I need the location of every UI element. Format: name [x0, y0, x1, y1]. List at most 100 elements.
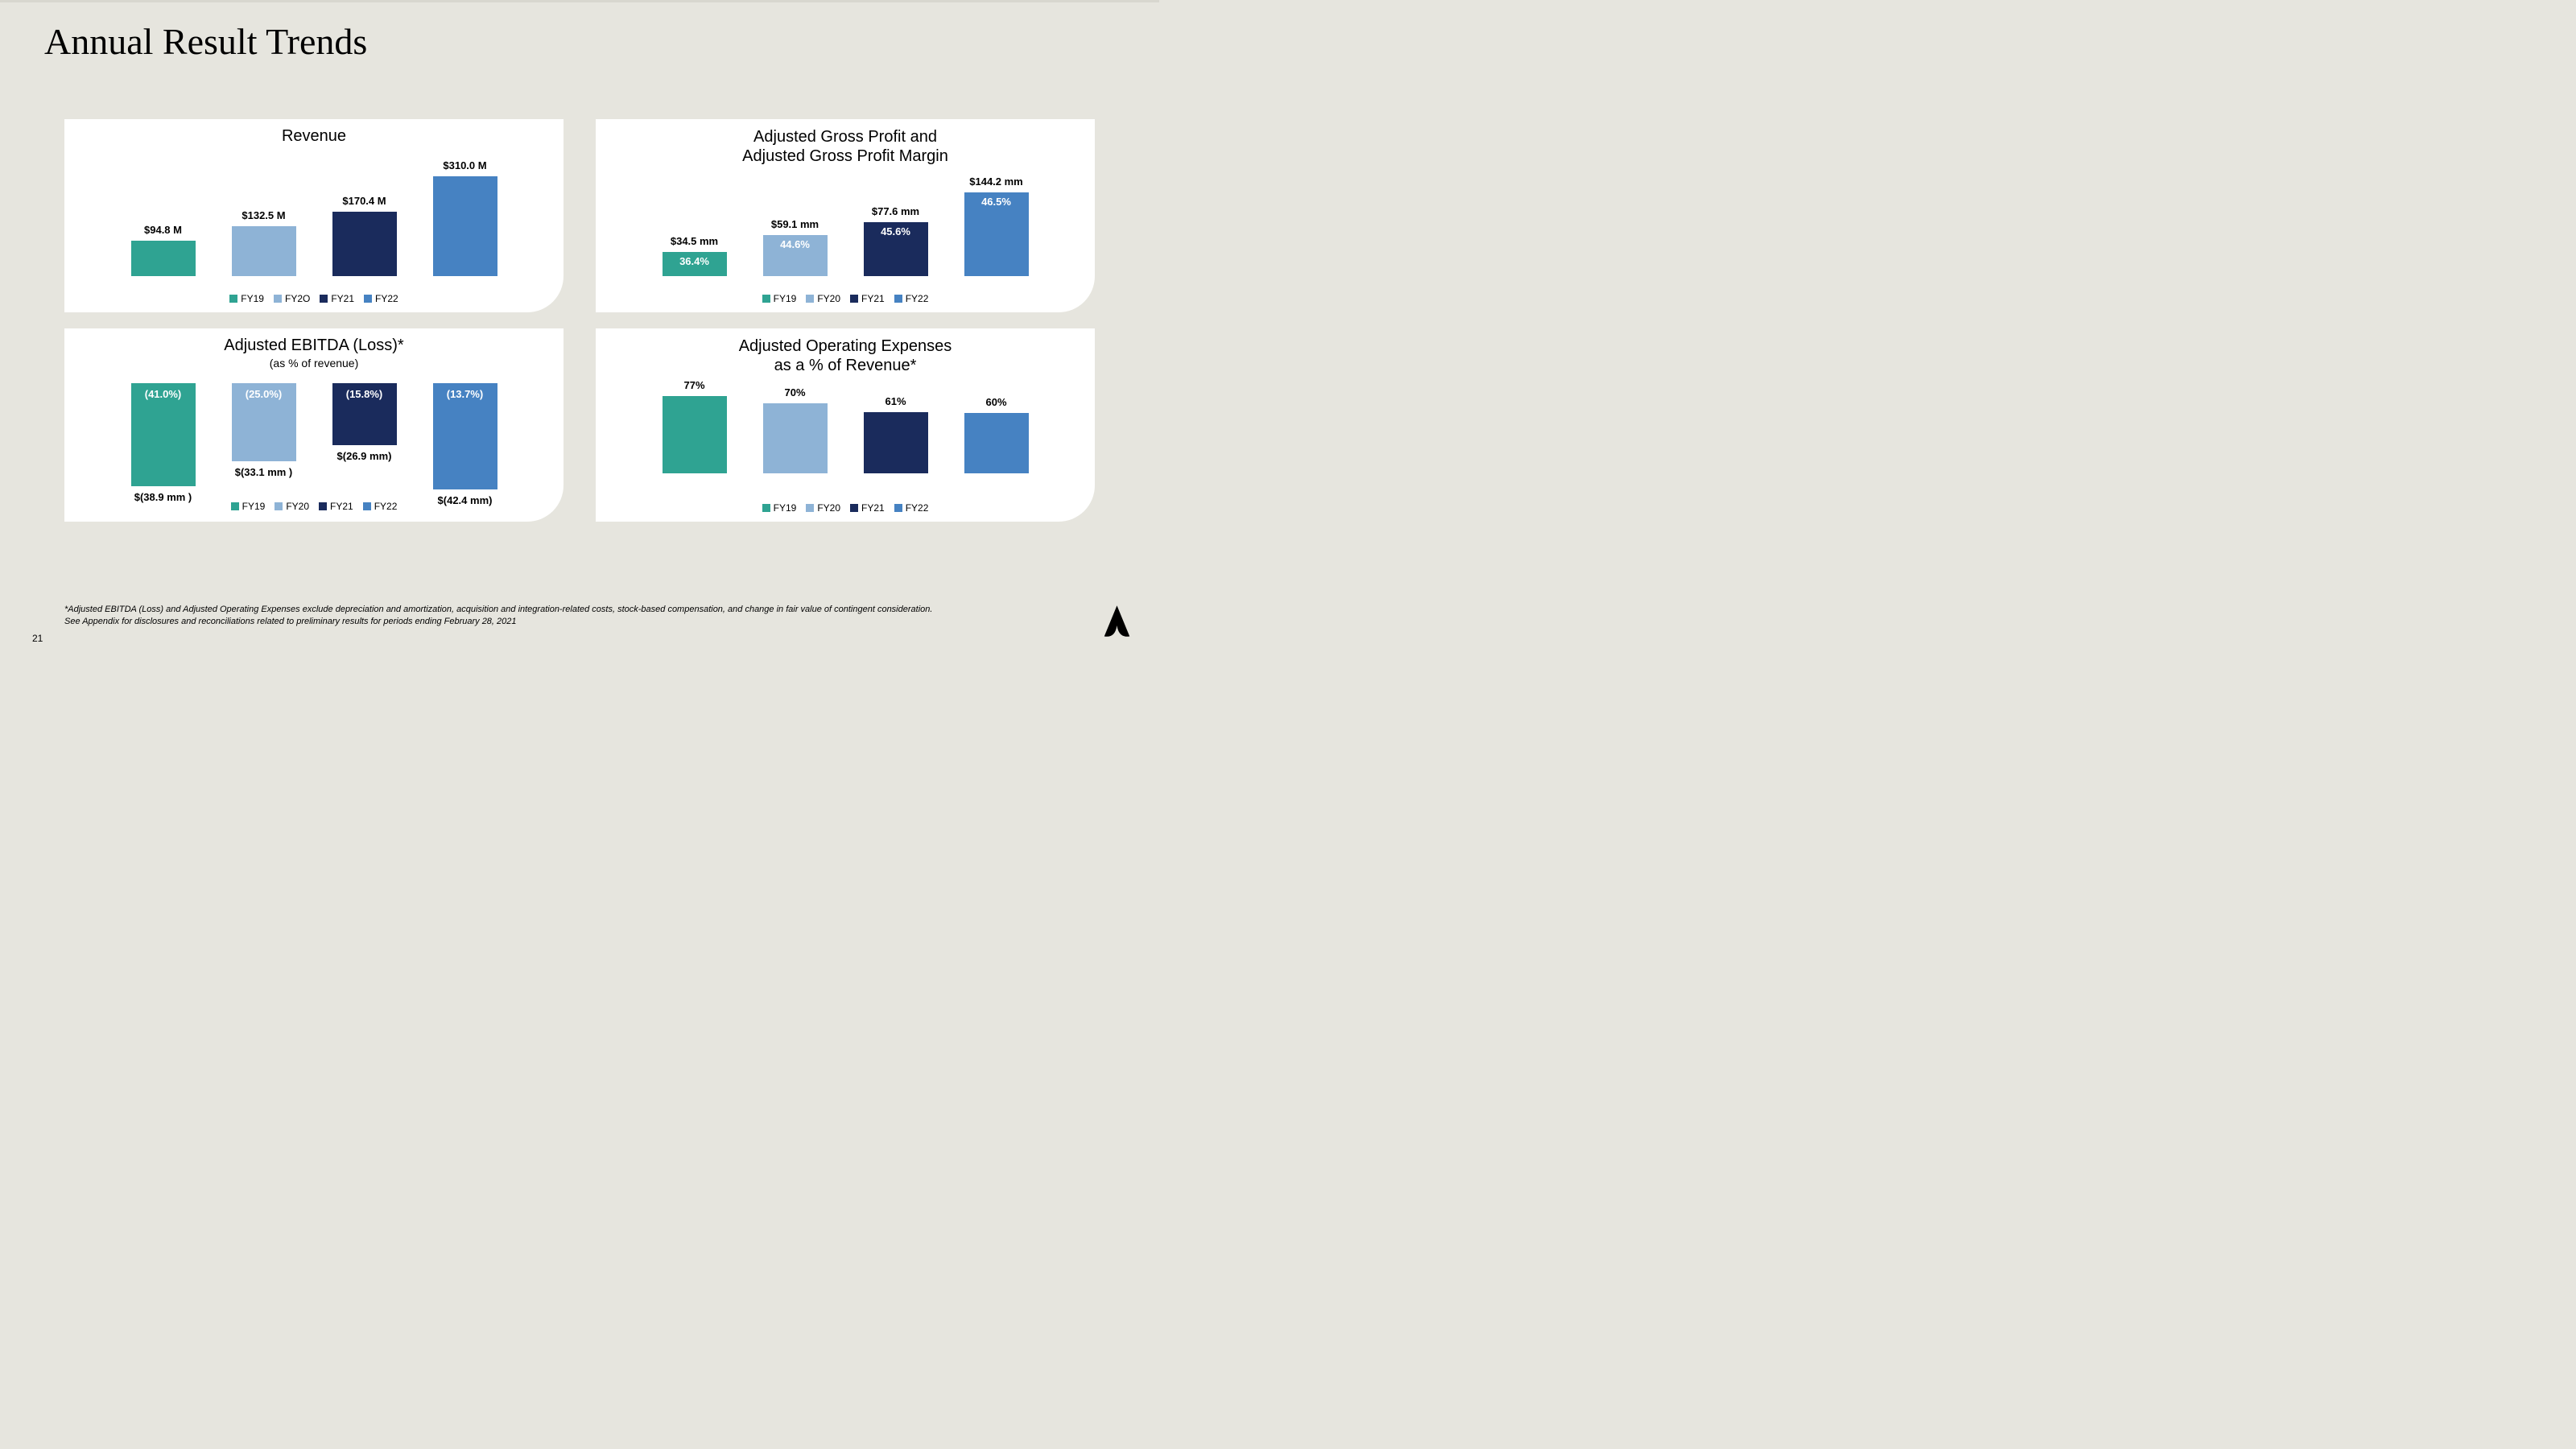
- bar-bottom-label: $(26.9 mm): [314, 450, 415, 462]
- bar-value-label: 61%: [885, 395, 906, 407]
- bar-slot: $170.4 M: [314, 159, 415, 276]
- bar-value-label: $34.5 mm: [671, 235, 718, 247]
- legend-item: FY19: [231, 501, 266, 512]
- bar-inner-label: (41.0%): [131, 388, 196, 400]
- panel-opex-title-l1: Adjusted Operating Expenses: [739, 337, 952, 355]
- bar: (25.0%): [232, 383, 296, 461]
- legend-swatch: [275, 502, 283, 510]
- legend-label: FY22: [906, 502, 929, 514]
- bar-value-label: 60%: [985, 396, 1006, 408]
- legend-item: FY19: [762, 293, 797, 304]
- bar-slot: (15.8%) $(26.9 mm): [314, 383, 415, 489]
- legend-label: FY21: [330, 501, 353, 512]
- bar: (13.7%): [433, 383, 497, 489]
- bar: 45.6%: [864, 222, 928, 276]
- bar-value-label: $94.8 M: [144, 224, 182, 236]
- panel-ebitda-sub: (as % of revenue): [64, 357, 564, 369]
- legend-swatch: [894, 504, 902, 512]
- legend-label: FY20: [817, 502, 840, 514]
- bar-slot: $94.8 M: [113, 159, 213, 276]
- footnote-2: See Appendix for disclosures and reconci…: [64, 616, 1095, 628]
- bar: 36.4%: [663, 252, 727, 276]
- bar-value-label: $77.6 mm: [872, 205, 919, 217]
- legend-label: FY21: [861, 293, 885, 304]
- bar-slot: (13.7%)$(42.4 mm): [415, 383, 515, 489]
- bar-slot: (41.0%)$(38.9 mm ): [113, 383, 213, 489]
- bar-slot: (25.0%) $(33.1 mm ): [213, 383, 314, 489]
- legend-label: FY22: [906, 293, 929, 304]
- bar: 46.5%: [964, 192, 1029, 276]
- bar-inner-label: 46.5%: [964, 196, 1029, 208]
- legend-item: FY22: [894, 293, 929, 304]
- bar-slot: 61%: [845, 373, 946, 473]
- panel-gross-profit: Adjusted Gross Profit and Adjusted Gross…: [596, 119, 1095, 312]
- bar-slot: $310.0 M: [415, 159, 515, 276]
- legend-item: FY2O: [274, 293, 310, 304]
- legend-label: FY21: [861, 502, 885, 514]
- panel-revenue-title: Revenue: [64, 119, 564, 146]
- legend-swatch: [319, 502, 327, 510]
- legend-label: FY19: [242, 501, 266, 512]
- bar-inner-label: 45.6%: [864, 225, 928, 237]
- legend-item: FY21: [850, 293, 885, 304]
- bar-slot: 60%: [946, 373, 1046, 473]
- legend-item: FY21: [850, 502, 885, 514]
- bar: [332, 212, 397, 276]
- panel-opex-title-l2: as a % of Revenue*: [774, 357, 917, 374]
- bar-inner-label: (25.0%): [232, 388, 296, 400]
- legend-swatch: [850, 295, 858, 303]
- panel-opex-title: Adjusted Operating Expenses as a % of Re…: [596, 328, 1095, 375]
- legend-item: FY22: [363, 501, 398, 512]
- bar-slot: $34.5 mm 36.4%: [644, 175, 745, 276]
- bar-slot: $132.5 M: [213, 159, 314, 276]
- bar-value-label: 77%: [683, 379, 704, 391]
- legend-label: FY21: [331, 293, 354, 304]
- legend-swatch: [363, 502, 371, 510]
- legend-label: FY2O: [285, 293, 310, 304]
- bar-value-label: $310.0 M: [443, 159, 486, 171]
- bar: 44.6%: [763, 235, 828, 276]
- legend-item: FY22: [364, 293, 398, 304]
- legend-item: FY22: [894, 502, 929, 514]
- bar-inner-label: (15.8%): [332, 388, 397, 400]
- legend-label: FY22: [374, 501, 398, 512]
- panel-gp-title-l1: Adjusted Gross Profit and: [753, 128, 937, 146]
- bar-slot: $59.1 mm 44.6%: [745, 175, 845, 276]
- page-title: Annual Result Trends: [44, 20, 367, 63]
- panel-revenue: Revenue $94.8 M$132.5 M$170.4 M$310.0 M …: [64, 119, 564, 312]
- legend-item: FY20: [806, 502, 840, 514]
- legend-item: FY19: [762, 502, 797, 514]
- legend-swatch: [762, 295, 770, 303]
- legend-item: FY19: [229, 293, 264, 304]
- legend-swatch: [229, 295, 237, 303]
- panel-gp-title: Adjusted Gross Profit and Adjusted Gross…: [596, 119, 1095, 166]
- bar-inner-label: 44.6%: [763, 238, 828, 250]
- panel-gp-title-l2: Adjusted Gross Profit Margin: [742, 147, 948, 165]
- bar-value-label: $170.4 M: [342, 195, 386, 207]
- legend-swatch: [762, 504, 770, 512]
- bar: [433, 176, 497, 276]
- legend-label: FY20: [286, 501, 309, 512]
- legend-label: FY19: [241, 293, 264, 304]
- bar-slot: 77%: [644, 373, 745, 473]
- bar: [232, 226, 296, 276]
- legend-item: FY21: [319, 501, 353, 512]
- legend-item: FY21: [320, 293, 354, 304]
- legend-label: FY19: [774, 293, 797, 304]
- bar-inner-label: 36.4%: [663, 255, 727, 267]
- panel-opex: Adjusted Operating Expenses as a % of Re…: [596, 328, 1095, 522]
- bar-value-label: $59.1 mm: [771, 218, 819, 230]
- panel-ebitda-title: Adjusted EBITDA (Loss)*: [64, 328, 564, 355]
- bar-bottom-label: $(33.1 mm ): [213, 466, 314, 478]
- bar-inner-label: (13.7%): [433, 388, 497, 400]
- bar-value-label: $132.5 M: [242, 209, 285, 221]
- bar-slot: $77.6 mm 45.6%: [845, 175, 946, 276]
- legend-item: FY20: [806, 293, 840, 304]
- page-number: 21: [32, 633, 43, 644]
- chart-grid: Revenue $94.8 M$132.5 M$170.4 M$310.0 M …: [64, 119, 1095, 522]
- legend-label: FY22: [375, 293, 398, 304]
- bar: [131, 241, 196, 276]
- legend-swatch: [894, 295, 902, 303]
- bar-value-label: $144.2 mm: [969, 175, 1023, 188]
- legend-swatch: [320, 295, 328, 303]
